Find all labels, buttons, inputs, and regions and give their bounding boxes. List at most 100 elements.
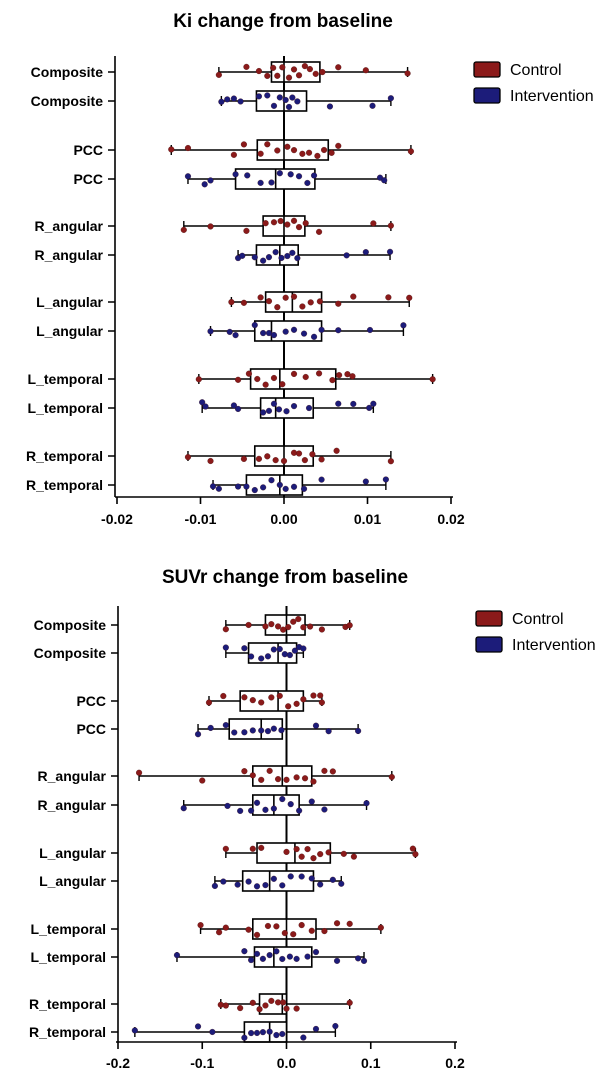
data-point <box>209 483 217 490</box>
data-point <box>304 179 311 187</box>
data-point <box>300 696 307 703</box>
data-point <box>317 851 324 858</box>
data-point <box>279 64 286 71</box>
data-point <box>287 873 294 880</box>
data-point <box>249 772 256 779</box>
category-label: L_temporal <box>28 400 103 416</box>
data-point <box>278 254 285 262</box>
data-point <box>249 845 256 852</box>
row-l-temporal-intervention: L_temporal <box>31 946 368 968</box>
data-point <box>197 922 204 929</box>
category-label: L_temporal <box>31 921 106 937</box>
data-point <box>218 98 225 105</box>
data-point <box>304 953 311 960</box>
row-composite-control: Composite <box>31 61 411 83</box>
data-point <box>332 1023 339 1030</box>
x-tick-label: 0.02 <box>437 511 464 527</box>
data-point <box>280 626 287 633</box>
data-point <box>266 767 273 774</box>
data-point <box>281 651 288 658</box>
data-point <box>387 458 394 465</box>
data-point <box>275 406 283 413</box>
data-point <box>328 149 335 156</box>
data-point <box>260 409 267 416</box>
data-point <box>268 621 275 628</box>
data-point <box>278 727 285 734</box>
row-pcc-control: PCC <box>76 690 325 712</box>
data-point <box>173 952 181 959</box>
data-point <box>284 252 291 260</box>
box <box>249 368 337 390</box>
x-tick-label: -0.01 <box>185 511 217 527</box>
row-r-temporal-intervention: R_temporal <box>26 474 389 496</box>
row-r-angular-control: R_angular <box>38 765 395 787</box>
data-point <box>293 1005 300 1012</box>
data-point <box>253 1029 261 1036</box>
data-point <box>264 141 271 148</box>
data-point <box>222 924 229 931</box>
data-point <box>180 226 187 233</box>
row-l-temporal-control: L_temporal <box>31 918 384 940</box>
plot-area-ki: Composite Composite PCC PCC R_angular R_angul… <box>26 56 465 527</box>
data-point <box>290 403 298 410</box>
data-point <box>312 70 319 77</box>
data-point <box>241 768 248 775</box>
data-point <box>268 997 275 1004</box>
row-pcc-control: PCC <box>73 139 414 161</box>
data-point <box>335 400 342 407</box>
data-point <box>311 333 318 340</box>
data-point <box>226 328 233 335</box>
row-l-temporal-control: L_temporal <box>28 368 436 390</box>
data-point <box>276 692 283 699</box>
data-point <box>249 999 256 1006</box>
data-point <box>290 293 298 300</box>
data-point <box>207 457 214 465</box>
data-point <box>277 217 284 225</box>
data-point <box>220 878 227 885</box>
data-point <box>281 929 288 937</box>
data-point <box>309 451 316 458</box>
data-point <box>366 326 374 334</box>
data-point <box>282 96 289 104</box>
data-point <box>388 773 395 781</box>
category-label: R_temporal <box>29 1024 106 1040</box>
data-point <box>259 955 266 962</box>
data-point <box>270 646 277 653</box>
category-label: L_temporal <box>31 949 106 965</box>
data-point <box>318 626 325 633</box>
data-point <box>199 777 206 784</box>
data-point <box>370 220 377 227</box>
data-point <box>343 252 350 259</box>
data-point <box>333 957 341 964</box>
data-point <box>293 700 300 707</box>
data-point <box>268 694 275 701</box>
box <box>241 870 315 892</box>
data-point <box>241 948 248 955</box>
category-label: Composite <box>34 617 107 633</box>
data-point <box>243 227 250 234</box>
data-point <box>355 955 362 962</box>
category-label: R_angular <box>35 218 104 234</box>
data-point <box>245 370 252 377</box>
data-point <box>194 731 202 738</box>
data-point <box>207 724 214 731</box>
row-r-angular-intervention: R_angular <box>35 244 394 266</box>
data-point <box>268 477 275 484</box>
data-point <box>273 923 280 930</box>
data-point <box>294 255 301 262</box>
data-point <box>248 956 255 964</box>
row-r-temporal-control: R_temporal <box>26 445 394 467</box>
data-point <box>230 95 237 102</box>
data-point <box>207 328 214 335</box>
data-point <box>240 141 247 148</box>
data-point <box>412 851 419 858</box>
x-tick-label: -0.1 <box>190 1055 214 1071</box>
data-point <box>274 304 281 311</box>
data-point <box>276 645 283 653</box>
category-label: PCC <box>73 142 103 158</box>
data-point <box>220 692 227 700</box>
data-point <box>230 402 237 409</box>
data-point <box>350 400 357 407</box>
data-point <box>184 144 192 152</box>
